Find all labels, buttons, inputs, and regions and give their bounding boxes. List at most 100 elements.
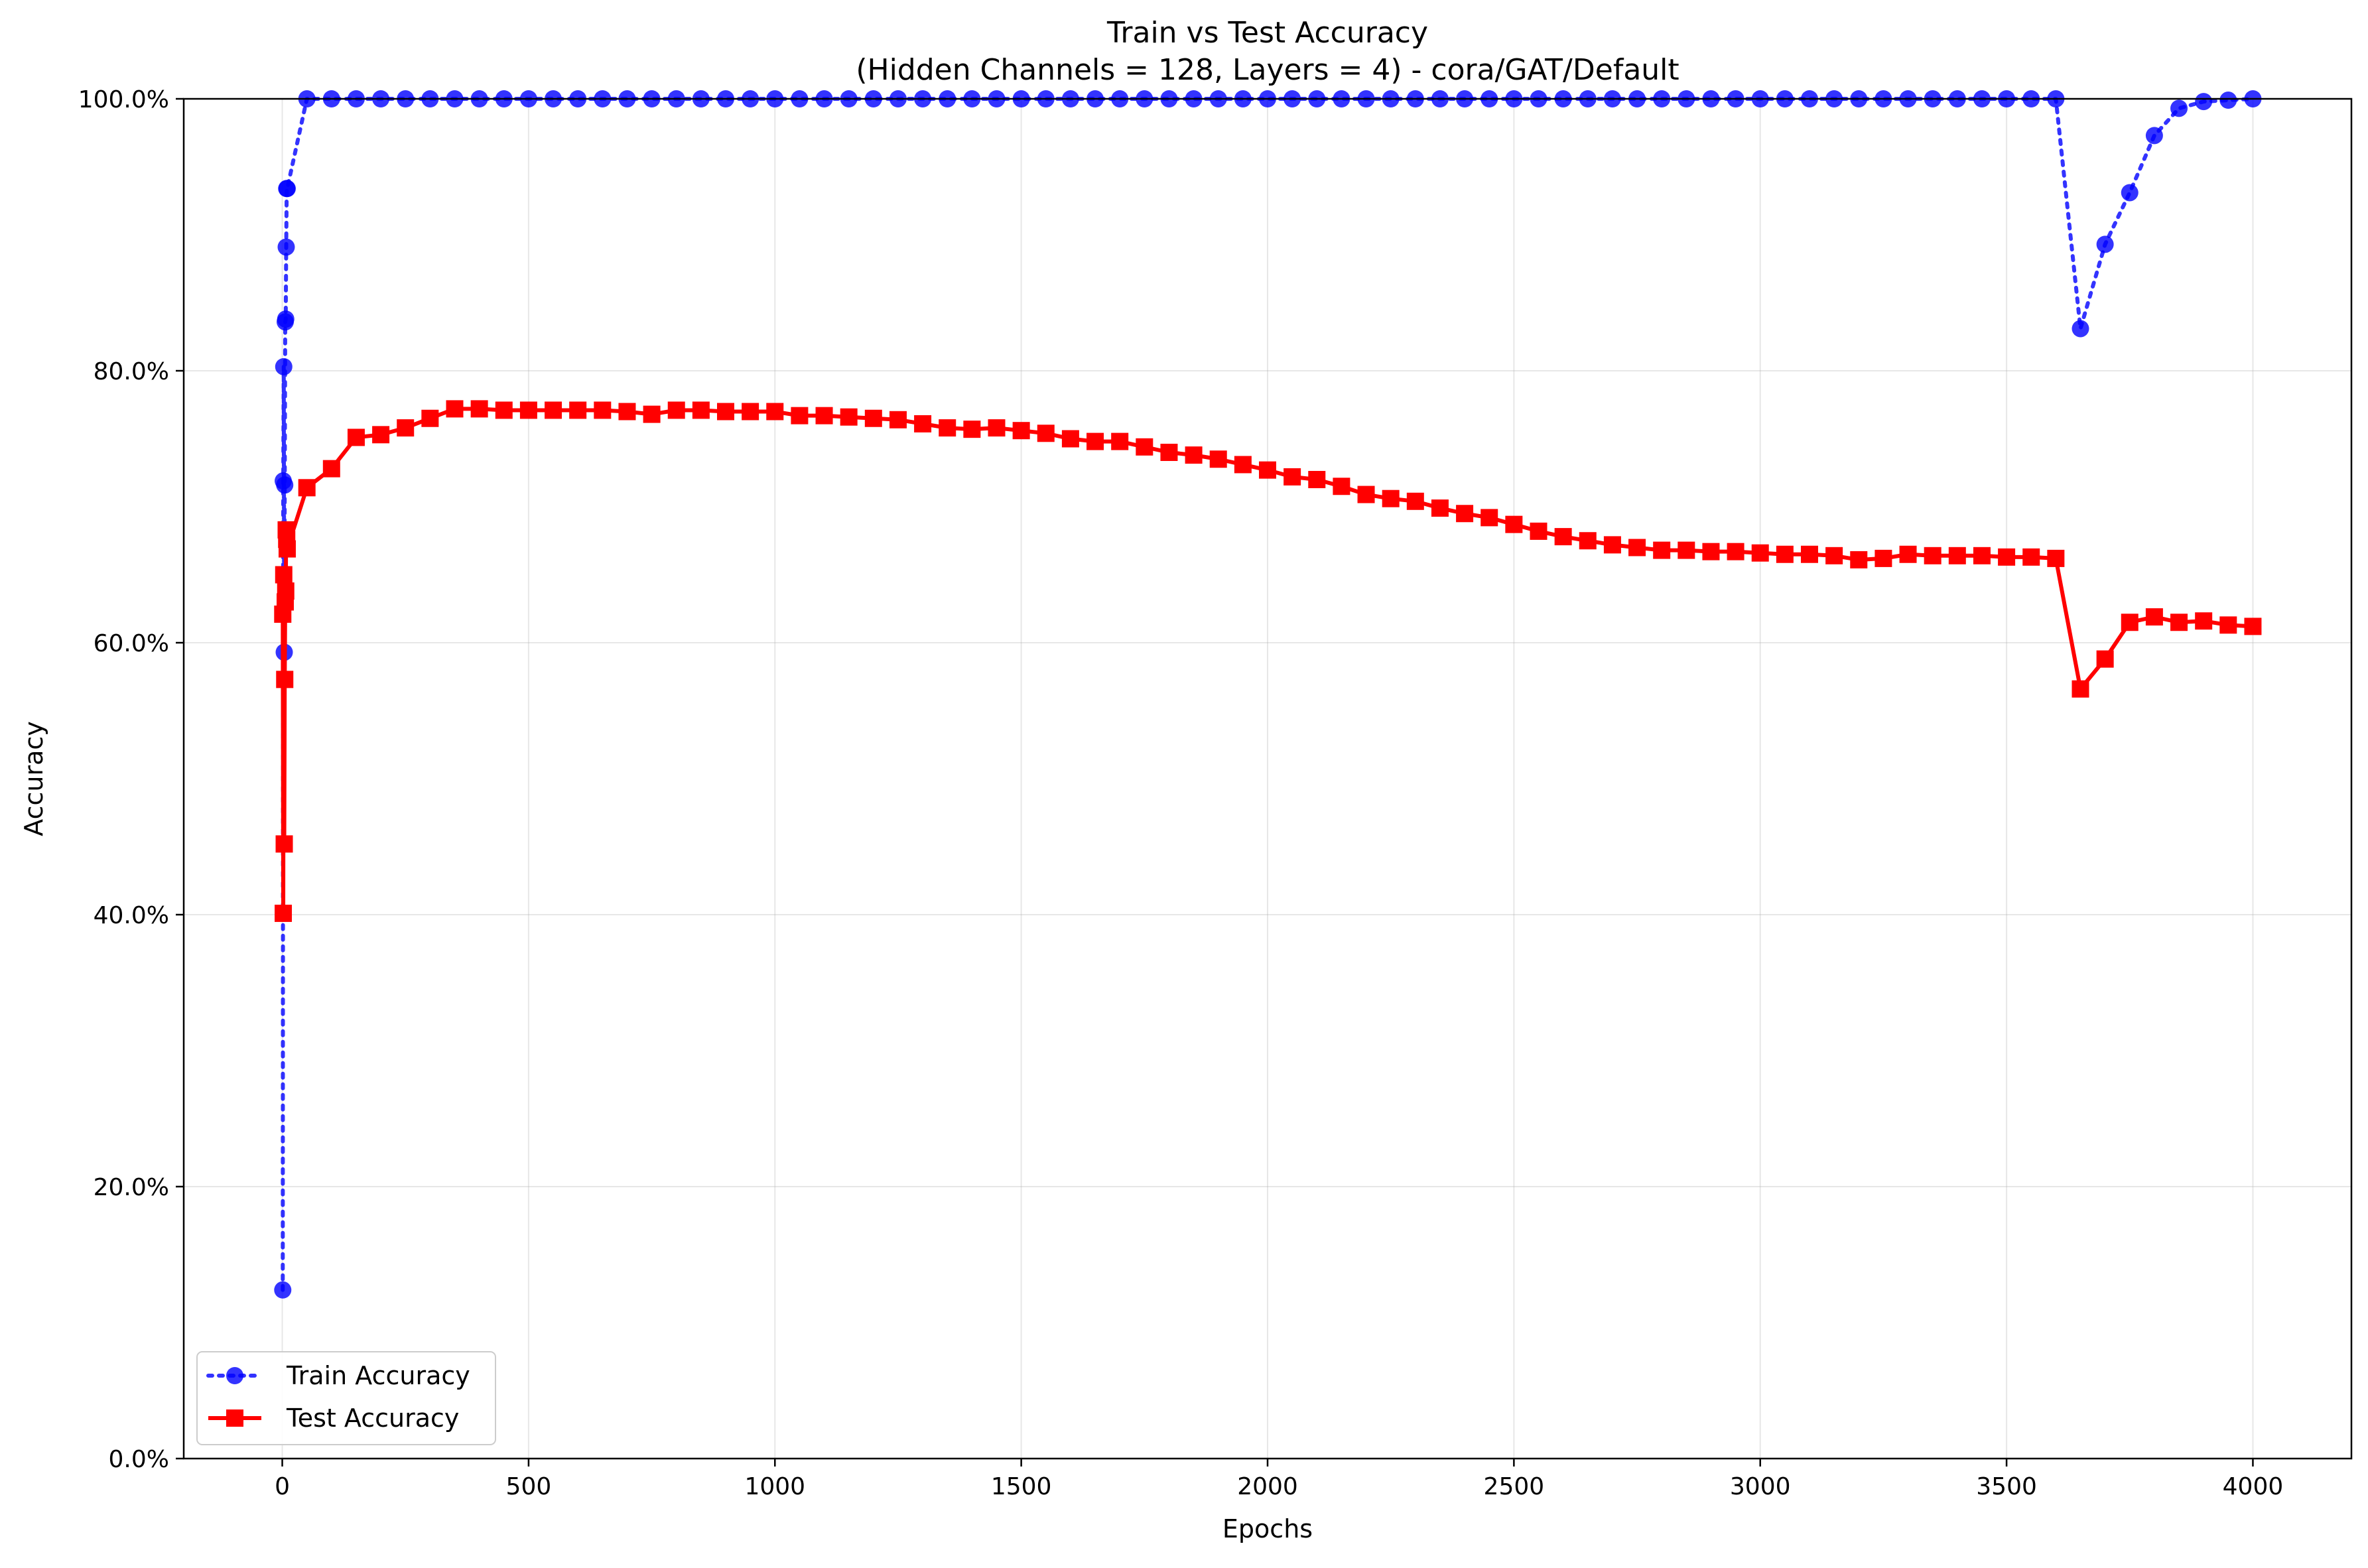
test-accuracy-point bbox=[1160, 444, 1178, 461]
test-accuracy-point bbox=[988, 419, 1006, 437]
test-accuracy-point bbox=[298, 479, 316, 497]
train-accuracy-point bbox=[2195, 93, 2213, 111]
test-accuracy-point bbox=[1973, 547, 1991, 564]
test-accuracy-point bbox=[1431, 499, 1449, 517]
tick-layer: 0 500 1000 1500 2000 2500 3000 3500 4000 0.0% 20.0… bbox=[78, 86, 2284, 1500]
test-accuracy-point bbox=[397, 419, 415, 437]
x-tick-label: 1500 bbox=[991, 1473, 1052, 1500]
test-accuracy-point bbox=[717, 403, 734, 421]
train-accuracy-point bbox=[278, 180, 296, 198]
test-accuracy-point bbox=[470, 400, 488, 418]
test-accuracy-point bbox=[1480, 509, 1498, 527]
legend-train-label: Train Accuracy bbox=[286, 1361, 470, 1390]
test-accuracy-point bbox=[2047, 549, 2065, 567]
test-accuracy-point bbox=[2072, 680, 2089, 698]
test-accuracy-point bbox=[815, 407, 833, 425]
y-tick-label: 100.0% bbox=[78, 86, 169, 113]
train-accuracy-point bbox=[2219, 92, 2237, 109]
chart-title: Train vs Test Accuracy bbox=[1106, 16, 1428, 50]
test-accuracy-point bbox=[1825, 547, 1843, 564]
test-accuracy-point bbox=[1554, 528, 1572, 546]
train-accuracy-point bbox=[275, 358, 293, 375]
test-accuracy-point bbox=[1530, 522, 1547, 540]
y-tick-label: 40.0% bbox=[94, 902, 169, 929]
test-accuracy-point bbox=[667, 401, 685, 419]
test-accuracy-point bbox=[1357, 486, 1375, 503]
test-accuracy-point bbox=[1406, 492, 1424, 510]
test-accuracy-point bbox=[519, 401, 537, 419]
test-accuracy-point bbox=[1776, 545, 1794, 563]
test-accuracy-point bbox=[1998, 548, 2016, 566]
test-accuracy-point bbox=[1579, 532, 1597, 550]
test-accuracy-point bbox=[276, 671, 294, 688]
test-accuracy-point bbox=[322, 460, 340, 478]
train-accuracy-point bbox=[2121, 184, 2138, 202]
test-accuracy-point bbox=[446, 400, 464, 418]
test-accuracy-point bbox=[1456, 505, 1474, 523]
test-accuracy-point bbox=[421, 409, 439, 427]
train-accuracy-point bbox=[277, 310, 295, 328]
y-axis-label: Accuracy bbox=[19, 721, 48, 836]
train-accuracy-point bbox=[2096, 235, 2114, 253]
test-accuracy-point bbox=[791, 407, 809, 425]
test-accuracy-point bbox=[1259, 461, 1276, 479]
test-accuracy-point bbox=[1086, 432, 1104, 450]
series-test bbox=[274, 400, 2262, 922]
test-accuracy-point bbox=[277, 582, 295, 600]
test-accuracy-point bbox=[692, 401, 710, 419]
test-accuracy-point bbox=[1012, 422, 1030, 440]
y-tick-label: 0.0% bbox=[109, 1446, 169, 1473]
x-tick-label: 500 bbox=[506, 1473, 552, 1500]
test-accuracy-point bbox=[1061, 430, 1079, 448]
test-accuracy-point bbox=[766, 403, 784, 421]
test-accuracy-point bbox=[2096, 650, 2114, 668]
test-accuracy-point bbox=[1850, 551, 1868, 568]
test-accuracy-point bbox=[372, 426, 390, 444]
test-accuracy-point bbox=[275, 835, 293, 853]
test-accuracy-point bbox=[1801, 545, 1818, 563]
test-accuracy-point bbox=[914, 415, 932, 432]
test-accuracy-point bbox=[2244, 618, 2262, 635]
test-accuracy-point bbox=[1677, 541, 1695, 559]
train-accuracy-point bbox=[274, 1281, 292, 1299]
train-accuracy-point bbox=[2145, 127, 2163, 145]
test-accuracy-point bbox=[1899, 545, 1917, 563]
grid-layer bbox=[184, 98, 2351, 1459]
y-tick-label: 60.0% bbox=[94, 630, 169, 657]
test-accuracy-point bbox=[1234, 456, 1252, 474]
test-accuracy-point bbox=[1136, 438, 1153, 456]
test-accuracy-point bbox=[1603, 536, 1621, 554]
x-tick-label: 1000 bbox=[744, 1473, 805, 1500]
test-accuracy-point bbox=[2170, 614, 2188, 631]
test-accuracy-point bbox=[2145, 608, 2163, 626]
test-accuracy-point bbox=[939, 419, 956, 437]
test-accuracy-point bbox=[2219, 616, 2237, 634]
legend-box bbox=[196, 1351, 496, 1445]
test-accuracy-point bbox=[1924, 547, 1941, 564]
x-tick-label: 3000 bbox=[1730, 1473, 1791, 1500]
test-accuracy-point bbox=[1702, 543, 1720, 560]
y-tick-label: 80.0% bbox=[94, 358, 169, 385]
test-accuracy-point bbox=[2195, 612, 2213, 630]
chart-subtitle: (Hidden Channels = 128, Layers = 4) - co… bbox=[856, 53, 1679, 87]
test-accuracy-point bbox=[2121, 614, 2138, 631]
train-accuracy-point bbox=[276, 476, 294, 494]
test-accuracy-point bbox=[618, 403, 636, 421]
test-accuracy-point bbox=[1111, 432, 1129, 450]
test-accuracy-point bbox=[889, 411, 907, 428]
test-accuracy-point bbox=[1875, 549, 1892, 567]
test-accuracy-point bbox=[278, 540, 296, 558]
test-accuracy-point bbox=[2022, 548, 2040, 566]
x-tick-label: 2000 bbox=[1237, 1473, 1298, 1500]
test-accuracy-point bbox=[1333, 478, 1350, 495]
test-accuracy-point bbox=[1628, 539, 1646, 556]
test-accuracy-point bbox=[594, 401, 612, 419]
test-accuracy-point bbox=[1948, 547, 1966, 564]
test-accuracy-point bbox=[1283, 468, 1301, 486]
test-accuracy-point bbox=[840, 408, 858, 426]
test-accuracy-point bbox=[1209, 450, 1227, 468]
test-accuracy-point bbox=[1037, 425, 1055, 442]
test-accuracy-point bbox=[495, 401, 513, 419]
test-accuracy-point bbox=[347, 428, 365, 446]
